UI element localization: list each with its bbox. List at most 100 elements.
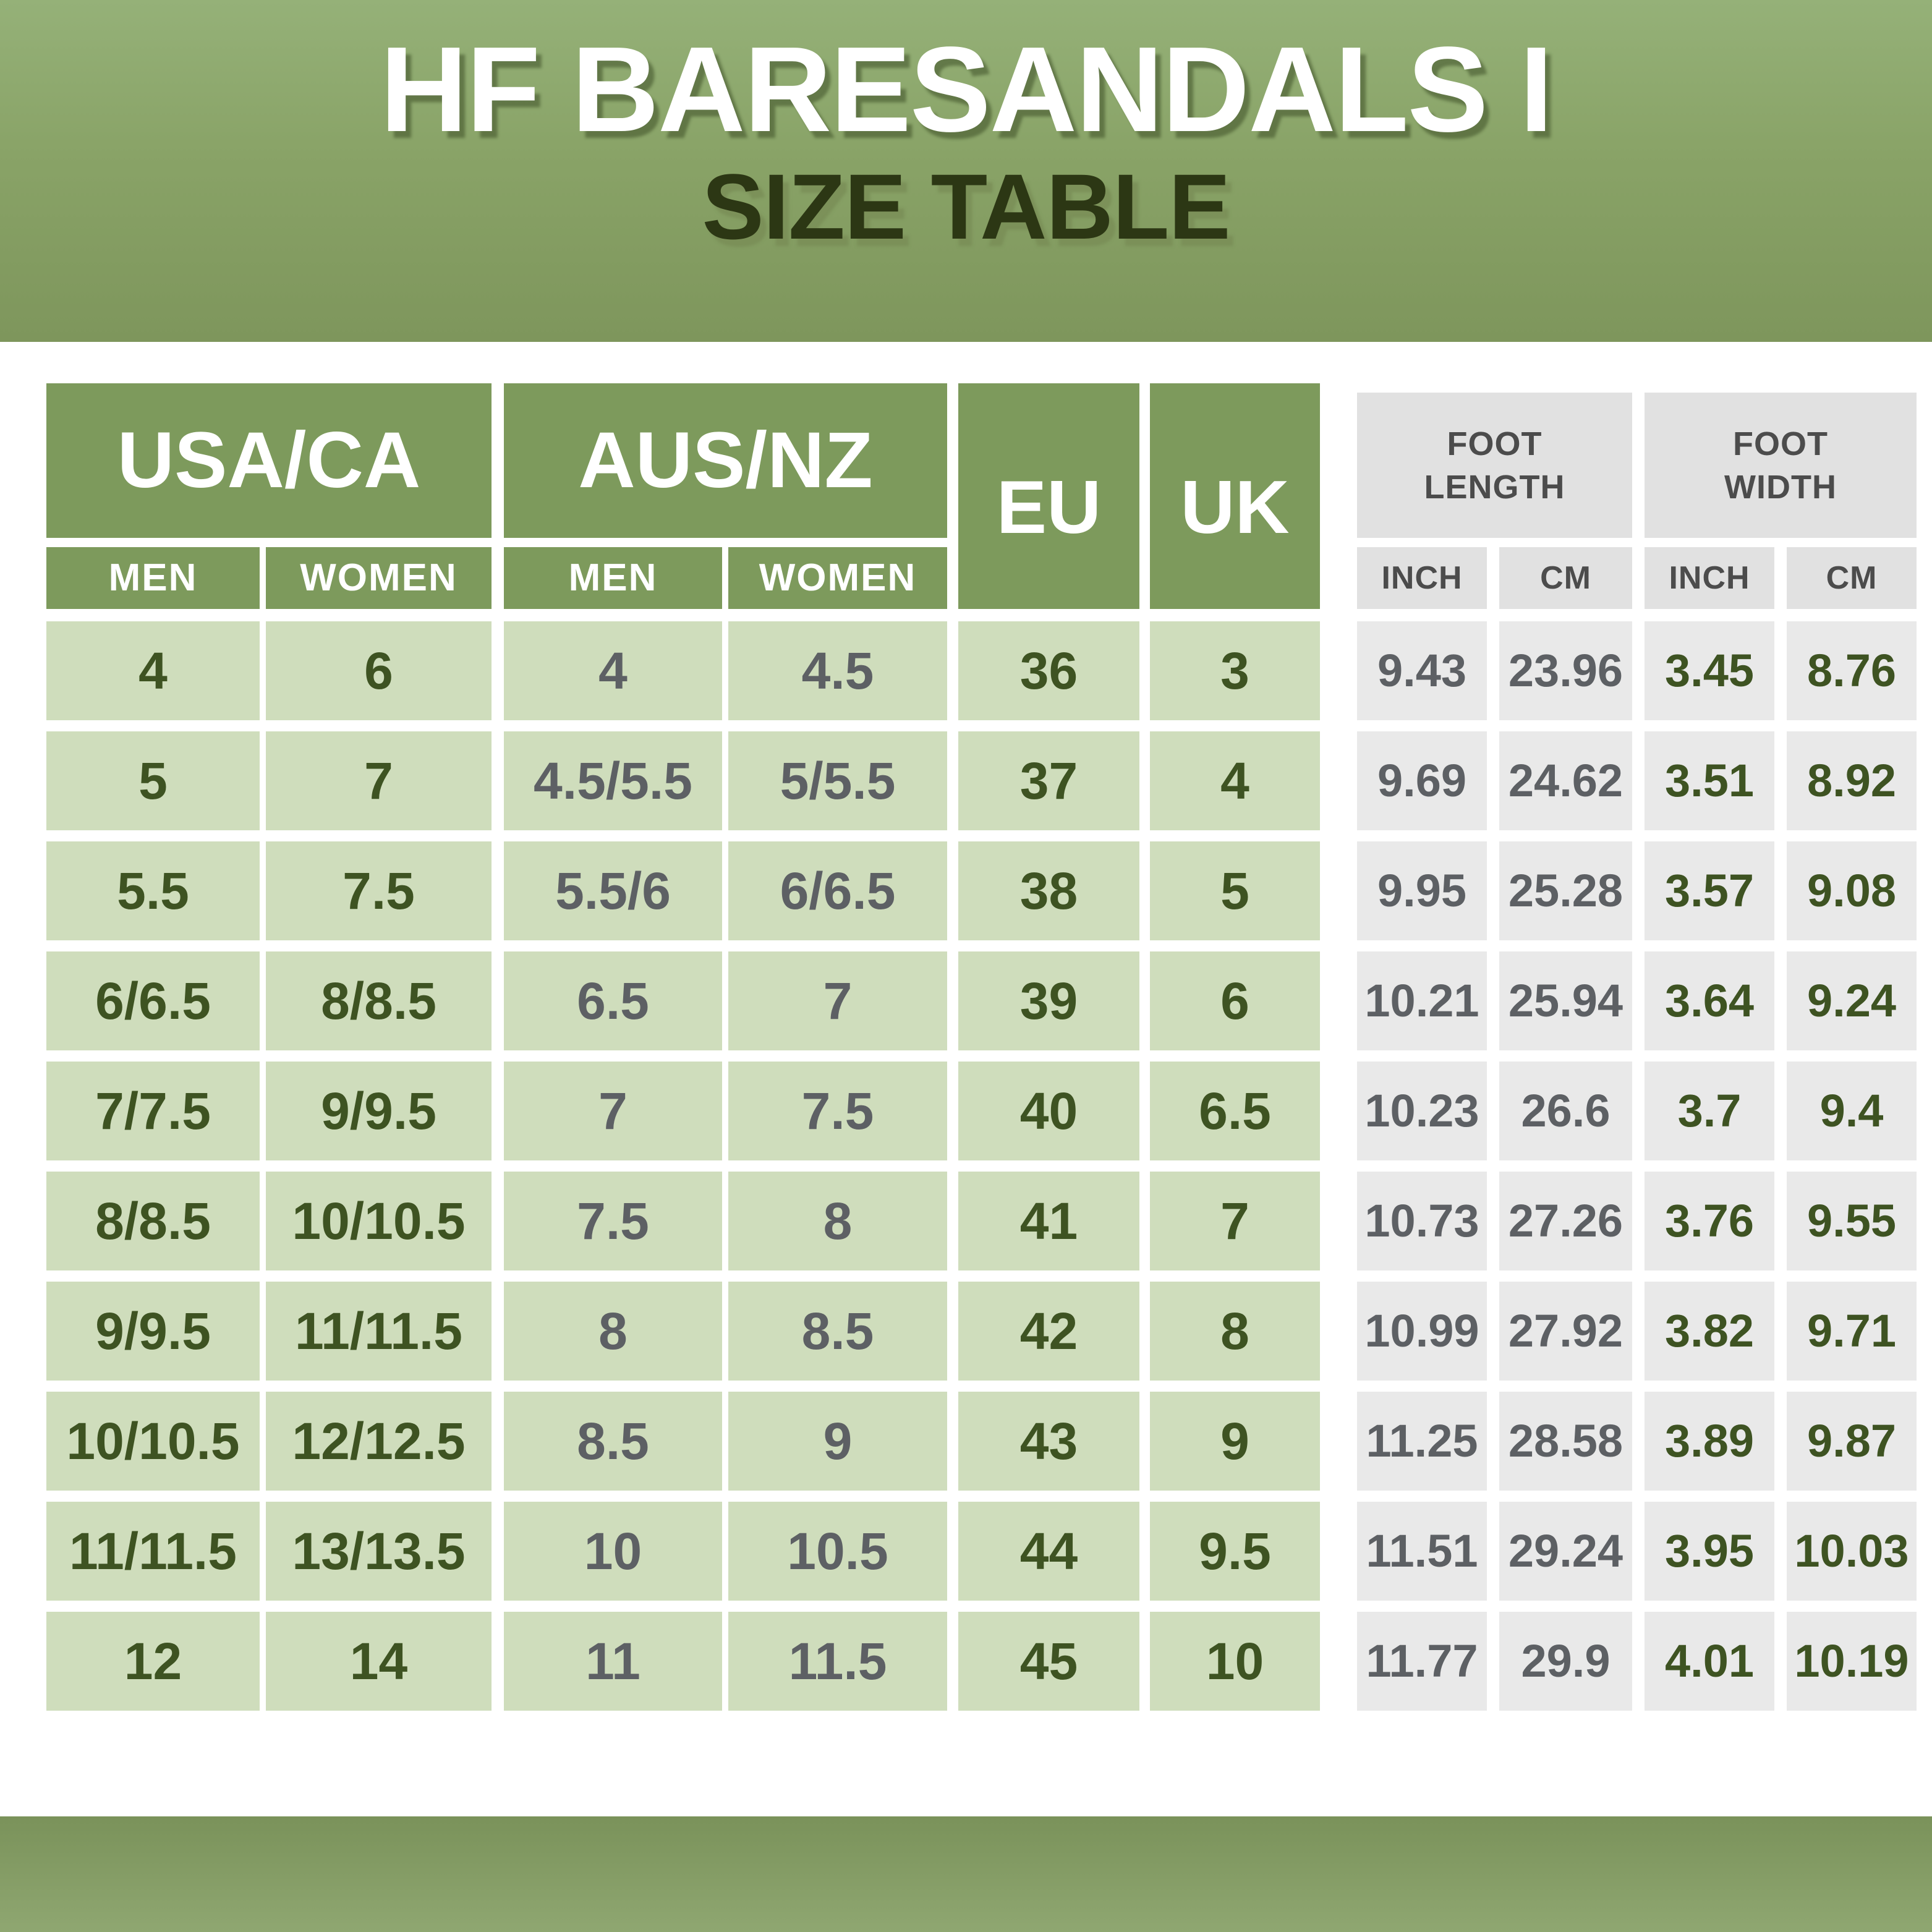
cell-foot-width-cm: 9.4 (1787, 1062, 1917, 1160)
cell-usa-men: 11/11.5 (46, 1502, 260, 1601)
cell-aus-women: 9 (728, 1392, 947, 1491)
header-usa-men: MEN (46, 547, 260, 609)
cell-foot-length-inch: 10.73 (1357, 1172, 1487, 1270)
cell-usa-women: 6 (266, 621, 492, 720)
cell-foot-length-cm: 26.6 (1499, 1062, 1632, 1160)
cell-foot-width-cm: 10.19 (1787, 1612, 1917, 1711)
cell-foot-length-inch: 9.69 (1357, 731, 1487, 830)
cell-aus-men: 7 (504, 1062, 722, 1160)
cell-aus-men: 4.5/5.5 (504, 731, 722, 830)
cell-foot-width-cm: 8.92 (1787, 731, 1917, 830)
cell-aus-men: 4 (504, 621, 722, 720)
cell-foot-width-inch: 3.45 (1645, 621, 1774, 720)
cell-aus-women: 8.5 (728, 1282, 947, 1381)
cell-eu: 39 (958, 951, 1139, 1050)
cell-foot-length-cm: 27.26 (1499, 1172, 1632, 1270)
cell-usa-women: 8/8.5 (266, 951, 492, 1050)
cell-foot-width-inch: 3.64 (1645, 951, 1774, 1050)
cell-eu: 43 (958, 1392, 1139, 1491)
cell-aus-women: 8 (728, 1172, 947, 1270)
cell-foot-width-inch: 3.76 (1645, 1172, 1774, 1270)
cell-uk: 10 (1150, 1612, 1320, 1711)
cell-foot-length-cm: 23.96 (1499, 621, 1632, 720)
cell-usa-women: 14 (266, 1612, 492, 1711)
header-foot-length-label: FOOT LENGTH (1424, 425, 1565, 506)
header-foot-width-label: FOOT WIDTH (1724, 425, 1837, 506)
cell-uk: 9.5 (1150, 1502, 1320, 1601)
cell-foot-length-cm: 28.58 (1499, 1392, 1632, 1491)
cell-aus-women: 11.5 (728, 1612, 947, 1711)
cell-foot-width-cm: 8.76 (1787, 621, 1917, 720)
cell-aus-men: 7.5 (504, 1172, 722, 1270)
table-row: 4 6 4 4.5 36 3 9.43 23.96 3.45 8.76 (46, 621, 1932, 720)
cell-foot-length-cm: 25.28 (1499, 841, 1632, 940)
cell-eu: 44 (958, 1502, 1139, 1601)
cell-foot-length-cm: 25.94 (1499, 951, 1632, 1050)
cell-aus-women: 4.5 (728, 621, 947, 720)
cell-foot-length-inch: 11.51 (1357, 1502, 1487, 1601)
header-length-inch: INCH (1357, 547, 1487, 609)
cell-foot-length-cm: 24.62 (1499, 731, 1632, 830)
cell-foot-length-inch: 11.25 (1357, 1392, 1487, 1491)
header-aus-women: WOMEN (728, 547, 947, 609)
cell-foot-width-inch: 4.01 (1645, 1612, 1774, 1711)
page-subtitle: SIZE TABLE (702, 154, 1231, 258)
cell-usa-women: 12/12.5 (266, 1392, 492, 1491)
table-row: 11/11.5 13/13.5 10 10.5 44 9.5 11.51 29.… (46, 1502, 1932, 1601)
cell-foot-width-inch: 3.7 (1645, 1062, 1774, 1160)
cell-foot-width-inch: 3.89 (1645, 1392, 1774, 1491)
cell-usa-women: 11/11.5 (266, 1282, 492, 1381)
page-title: HF BARESANDALS I (380, 22, 1553, 157)
cell-eu: 45 (958, 1612, 1139, 1711)
cell-foot-length-inch: 10.99 (1357, 1282, 1487, 1381)
cell-foot-length-inch: 9.43 (1357, 621, 1487, 720)
cell-eu: 36 (958, 621, 1139, 720)
cell-aus-men: 8.5 (504, 1392, 722, 1491)
cell-foot-width-inch: 3.82 (1645, 1282, 1774, 1381)
size-table-rows: 4 6 4 4.5 36 3 9.43 23.96 3.45 8.76 5 7 … (46, 621, 1932, 1711)
cell-uk: 9 (1150, 1392, 1320, 1491)
cell-aus-men: 11 (504, 1612, 722, 1711)
cell-foot-width-cm: 9.55 (1787, 1172, 1917, 1270)
cell-uk: 3 (1150, 621, 1320, 720)
cell-usa-men: 9/9.5 (46, 1282, 260, 1381)
bottom-banner (0, 1816, 1932, 1932)
cell-usa-men: 5.5 (46, 841, 260, 940)
cell-eu: 38 (958, 841, 1139, 940)
header-width-cm: CM (1787, 547, 1917, 609)
cell-foot-length-inch: 10.21 (1357, 951, 1487, 1050)
cell-foot-length-cm: 27.92 (1499, 1282, 1632, 1381)
size-table-header: USA/CA AUS/NZ EU UK MEN WOMEN MEN WOMEN … (46, 383, 1932, 609)
cell-foot-width-cm: 9.71 (1787, 1282, 1917, 1381)
cell-usa-women: 13/13.5 (266, 1502, 492, 1601)
cell-foot-length-cm: 29.24 (1499, 1502, 1632, 1601)
cell-usa-men: 12 (46, 1612, 260, 1711)
cell-usa-men: 10/10.5 (46, 1392, 260, 1491)
cell-uk: 6 (1150, 951, 1320, 1050)
table-row: 5 7 4.5/5.5 5/5.5 37 4 9.69 24.62 3.51 8… (46, 731, 1932, 830)
cell-eu: 40 (958, 1062, 1139, 1160)
cell-usa-men: 5 (46, 731, 260, 830)
cell-foot-length-inch: 11.77 (1357, 1612, 1487, 1711)
table-row: 8/8.5 10/10.5 7.5 8 41 7 10.73 27.26 3.7… (46, 1172, 1932, 1270)
cell-usa-women: 9/9.5 (266, 1062, 492, 1160)
header-width-inch: INCH (1645, 547, 1774, 609)
cell-aus-women: 7.5 (728, 1062, 947, 1160)
header-foot-width: FOOT WIDTH (1645, 393, 1917, 538)
cell-eu: 42 (958, 1282, 1139, 1381)
cell-foot-width-inch: 3.57 (1645, 841, 1774, 940)
header-uk: UK (1150, 383, 1320, 609)
cell-aus-women: 6/6.5 (728, 841, 947, 940)
header-aus-men: MEN (504, 547, 722, 609)
cell-aus-men: 6.5 (504, 951, 722, 1050)
cell-usa-women: 7.5 (266, 841, 492, 940)
cell-aus-men: 5.5/6 (504, 841, 722, 940)
cell-foot-width-cm: 10.03 (1787, 1502, 1917, 1601)
table-row: 12 14 11 11.5 45 10 11.77 29.9 4.01 10.1… (46, 1612, 1932, 1711)
cell-foot-width-cm: 9.87 (1787, 1392, 1917, 1491)
header-eu: EU (958, 383, 1139, 609)
cell-aus-women: 10.5 (728, 1502, 947, 1601)
cell-usa-men: 7/7.5 (46, 1062, 260, 1160)
table-row: 6/6.5 8/8.5 6.5 7 39 6 10.21 25.94 3.64 … (46, 951, 1932, 1050)
cell-foot-width-cm: 9.24 (1787, 951, 1917, 1050)
